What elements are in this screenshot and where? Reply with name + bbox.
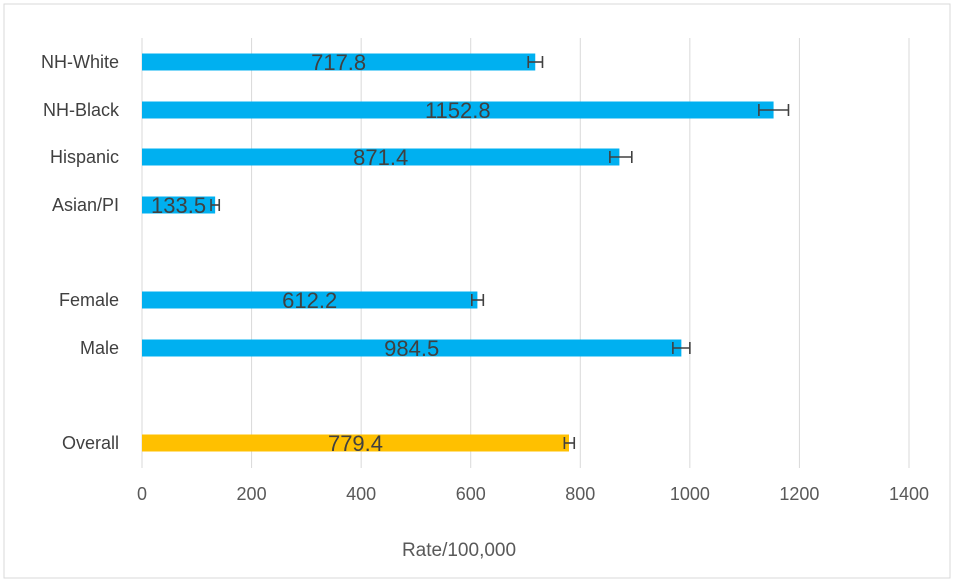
category-label-female: Female bbox=[59, 290, 119, 310]
error-bar-male bbox=[672, 342, 691, 354]
bar-asian-pi bbox=[142, 196, 216, 214]
data-labels: 717.8 1152.8 871.4 133.5 612.2 984.5 779.4 bbox=[151, 50, 491, 456]
bar-hispanic bbox=[142, 148, 620, 166]
bar-male bbox=[142, 339, 682, 357]
x-tick-label-600: 600 bbox=[456, 484, 486, 504]
data-label-hispanic: 871.4 bbox=[353, 145, 408, 170]
x-axis-title: Rate/100,000 bbox=[402, 540, 516, 561]
category-label-nh-white: NH-White bbox=[41, 52, 119, 72]
chart-border bbox=[3, 3, 951, 579]
category-label-asian-pi: Asian/PI bbox=[52, 195, 119, 215]
data-label-nh-white: 717.8 bbox=[311, 50, 366, 75]
x-axis-tick-labels: 0 200 400 600 800 1000 1200 1400 bbox=[137, 484, 929, 504]
error-bar-hispanic bbox=[609, 151, 633, 163]
data-label-nh-black: 1152.8 bbox=[425, 98, 491, 123]
error-bar-asian-pi bbox=[210, 199, 221, 211]
error-bar-overall bbox=[563, 437, 576, 449]
x-tick-label-200: 200 bbox=[237, 484, 267, 504]
x-tick-label-1000: 1000 bbox=[670, 484, 710, 504]
category-label-overall: Overall bbox=[62, 433, 119, 453]
error-bar-nh-white bbox=[527, 56, 544, 68]
bar-nh-white bbox=[142, 53, 536, 71]
x-tick-label-1400: 1400 bbox=[889, 484, 929, 504]
category-label-male: Male bbox=[80, 338, 119, 358]
category-labels: NH-White NH-Black Hispanic Asian/PI Female Ma… bbox=[41, 52, 120, 453]
data-label-female: 612.2 bbox=[282, 288, 337, 313]
bar-female bbox=[142, 291, 478, 309]
bar-nh-black bbox=[142, 101, 774, 119]
x-tick-label-1200: 1200 bbox=[779, 484, 819, 504]
data-label-asian-pi: 133.5 bbox=[151, 193, 206, 218]
error-bar-nh-black bbox=[758, 104, 790, 116]
x-tick-label-0: 0 bbox=[137, 484, 147, 504]
error-bars bbox=[210, 56, 790, 449]
category-label-hispanic: Hispanic bbox=[50, 147, 119, 167]
data-label-overall: 779.4 bbox=[328, 431, 383, 456]
x-tick-label-800: 800 bbox=[565, 484, 595, 504]
category-label-nh-black: NH-Black bbox=[43, 100, 120, 120]
bars bbox=[142, 53, 774, 452]
error-bar-female bbox=[471, 294, 485, 306]
data-label-male: 984.5 bbox=[384, 336, 439, 361]
x-tick-label-400: 400 bbox=[346, 484, 376, 504]
bar-overall bbox=[142, 434, 569, 452]
